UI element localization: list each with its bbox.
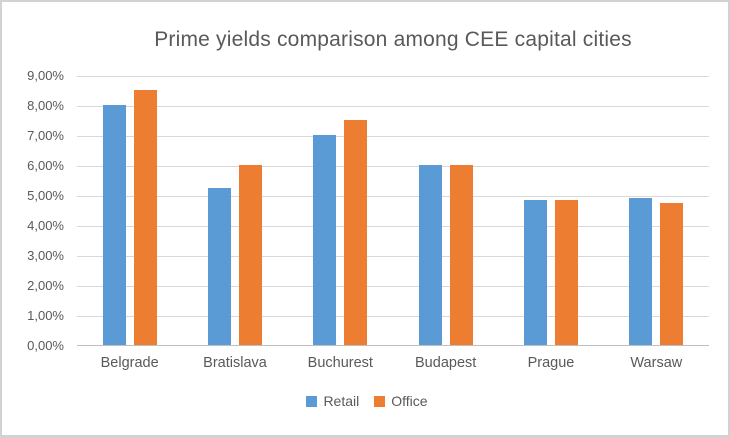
y-tick-label: 7,00%: [27, 128, 64, 143]
y-tick-label: 1,00%: [27, 308, 64, 323]
x-tick-label: Belgrade: [100, 355, 159, 371]
gridline: [77, 196, 709, 197]
y-tick-label: 4,00%: [27, 218, 64, 233]
y-tick-label: 8,00%: [27, 98, 64, 113]
gridline: [77, 76, 709, 77]
x-tick-label: Bratislava: [203, 355, 267, 371]
plot-area: [77, 76, 709, 346]
y-tick-label: 0,00%: [27, 338, 64, 353]
y-tick-label: 3,00%: [27, 248, 64, 263]
retail-swatch-icon: [306, 395, 318, 407]
legend-label-office: Office: [391, 393, 428, 409]
bar-office-prague: [555, 199, 578, 345]
y-axis-labels: 9,00% 8,00% 7,00% 6,00% 5,00% 4,00% 3,00% 2,00%…: [6, 68, 64, 353]
bar-retail-prague: [524, 199, 547, 345]
gridline: [77, 256, 709, 257]
bar-retail-warsaw: [629, 198, 653, 345]
gridline: [77, 136, 709, 137]
bar-office-buchurest: [344, 120, 368, 345]
bar-retail-buchurest: [313, 135, 337, 345]
legend-item-office: Office: [374, 393, 428, 409]
y-tick-label: 6,00%: [27, 158, 64, 173]
bar-office-belgrade: [133, 90, 157, 345]
x-tick-label: Budapest: [415, 355, 477, 371]
bar-office-warsaw: [660, 202, 684, 345]
x-tick-label: Prague: [527, 355, 575, 371]
bar-retail-bratislava: [208, 187, 231, 345]
office-swatch-icon: [374, 395, 386, 407]
y-tick-label: 9,00%: [27, 68, 64, 83]
x-axis-labels: Belgrade Bratislava Buchurest Budapest Pragu…: [77, 355, 709, 375]
gridline: [77, 166, 709, 167]
chart-title: Prime yields comparison among CEE capita…: [154, 28, 632, 51]
legend-item-retail: Retail: [306, 393, 359, 409]
bar-retail-budapest: [418, 165, 442, 345]
gridline: [77, 106, 709, 107]
y-tick-label: 2,00%: [27, 278, 64, 293]
x-tick-label: Buchurest: [307, 355, 373, 371]
legend: Retail Office: [2, 392, 728, 410]
gridline: [77, 316, 709, 317]
bar-office-bratislava: [239, 165, 262, 345]
bar-retail-belgrade: [102, 105, 126, 345]
gridline: [77, 226, 709, 227]
y-tick-label: 5,00%: [27, 188, 64, 203]
x-tick-label: Warsaw: [630, 355, 683, 371]
gridline: [77, 286, 709, 287]
bar-office-budapest: [449, 165, 473, 345]
legend-label-retail: Retail: [323, 393, 360, 409]
